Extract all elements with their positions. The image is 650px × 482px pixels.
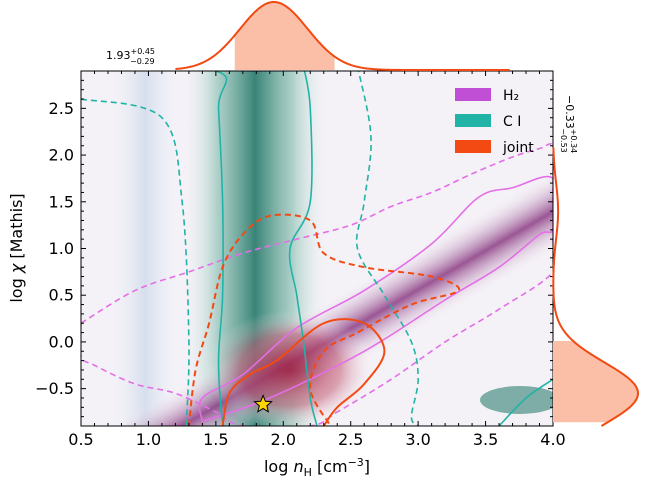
- y-tick-label: 0.0: [49, 332, 74, 351]
- ci-density-corner: [480, 386, 553, 414]
- y-tick-label: 1.5: [49, 192, 74, 211]
- y-tick-label: 2.5: [49, 99, 74, 118]
- contour-joint-dashed: [187, 213, 461, 426]
- y-tick-label: 1.0: [49, 239, 74, 258]
- y-marginal: [552, 147, 639, 427]
- x-tick-label: 3.5: [473, 430, 498, 449]
- legend-label: C I: [503, 114, 521, 130]
- best-fit-star-marker: [253, 394, 273, 413]
- y-tick-label: −0.5: [35, 379, 74, 398]
- x-tick-label: 1.5: [203, 430, 228, 449]
- x-marginal-annotation: 1.93+0.45 −0.29: [106, 47, 155, 66]
- legend-swatch: [455, 114, 491, 127]
- contour-layer: [81, 71, 553, 426]
- legend-label: H₂: [503, 88, 519, 104]
- x-tick-label: 1.0: [136, 430, 161, 449]
- x-tick-label: 2.0: [271, 430, 296, 449]
- contour-h2-solid: [198, 175, 553, 423]
- contour-c-dashed-right: [355, 71, 419, 426]
- y-axis-label: log χ [Mathis]: [7, 193, 26, 302]
- y-marginal-annotation: −0.33+0.34−0.53: [559, 95, 578, 153]
- x-marginal: [175, 1, 510, 71]
- x-axis-label: log nH [cm−3]: [264, 456, 370, 479]
- contour-joint-solid: [221, 318, 386, 426]
- contour-c-solid: [212, 71, 231, 426]
- x-marginal-interval: [234, 2, 335, 70]
- x-tick-label: 2.5: [338, 430, 363, 449]
- legend-swatch: [455, 88, 491, 101]
- density-backdrop: [81, 71, 553, 426]
- contour-c-corner: [498, 378, 553, 426]
- x-tick-label: 0.5: [68, 430, 93, 449]
- y-marginal-curve: [552, 147, 639, 427]
- legend-swatch: [455, 140, 491, 153]
- ci-density-left: [100, 71, 190, 426]
- y-tick-label: 0.5: [49, 286, 74, 305]
- contour-c-dashed: [81, 98, 190, 426]
- legend: H₂ C I joint: [455, 88, 534, 156]
- x-tick-label: 4.0: [540, 430, 565, 449]
- joint-density-blob: [205, 310, 375, 426]
- x-tick-label: 3.0: [405, 430, 430, 449]
- x-marginal-curve: [175, 1, 510, 71]
- y-marginal-interval: [553, 340, 638, 423]
- y-tick-label: 2.0: [49, 146, 74, 165]
- legend-label: joint: [502, 140, 534, 156]
- axis-ticks: 0.5 1.0 1.5 2.0 2.5 3.0 3.5 4.0 −0.5 0.0 0.5 1.0 1.5…: [35, 71, 566, 449]
- contour-c-solid-right: [288, 71, 318, 426]
